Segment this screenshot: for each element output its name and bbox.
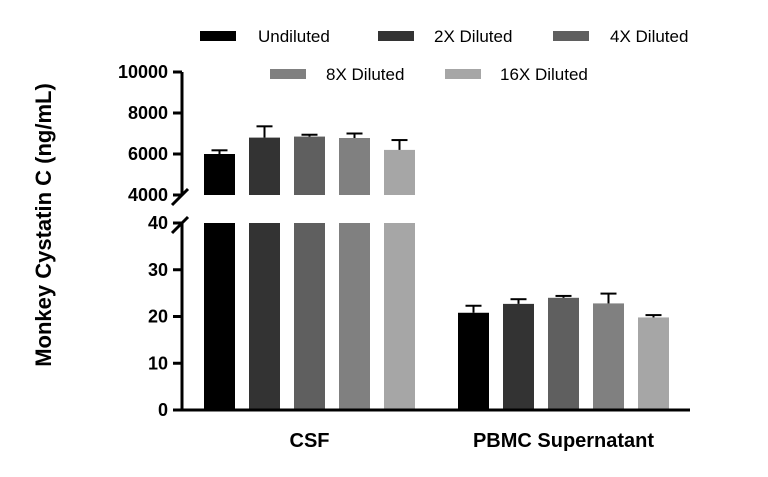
legend-swatch xyxy=(200,31,236,41)
category-label: CSF xyxy=(290,430,330,452)
y-tick-label: 4000 xyxy=(128,185,168,205)
legend: Undiluted 2X Diluted 4X Diluted 8X Diluted 1… xyxy=(200,27,688,84)
bar-0-0-lower xyxy=(204,223,235,410)
y-tick-label: 10000 xyxy=(118,62,168,82)
y-axis-label: Monkey Cystatin C (ng/mL) xyxy=(31,83,56,367)
legend-label: Undiluted xyxy=(258,27,330,46)
legend-swatch xyxy=(553,31,589,41)
bar-1-3 xyxy=(593,303,624,410)
bar-1-2 xyxy=(548,297,579,410)
bar-0-1-upper xyxy=(249,137,280,195)
legend-label: 4X Diluted xyxy=(610,27,688,46)
bar-0-2-lower xyxy=(294,223,325,410)
bar-0-3-upper xyxy=(339,138,370,195)
bar-0-2-upper xyxy=(294,136,325,195)
bar-1-0 xyxy=(458,312,489,410)
axis-break-mark-lower xyxy=(170,215,190,235)
legend-label: 2X Diluted xyxy=(434,27,512,46)
y-tick-label: 30 xyxy=(148,260,168,280)
category-labels: CSF PBMC Supernatant xyxy=(290,430,655,452)
bar-1-4 xyxy=(638,317,669,410)
y-tick-label: 40 xyxy=(148,213,168,233)
legend-label: 8X Diluted xyxy=(326,65,404,84)
y-tick-label: 6000 xyxy=(128,144,168,164)
y-tick-label: 10 xyxy=(148,353,168,373)
axes-layer: 0 10 20 30 40 4000 6000 8000 10000 xyxy=(118,62,690,420)
bar-0-1-lower xyxy=(249,223,280,410)
category-label: PBMC Supernatant xyxy=(473,430,654,452)
bar-0-0-upper xyxy=(204,154,235,195)
y-axis-label-group: Monkey Cystatin C (ng/mL) xyxy=(31,83,56,367)
bar-0-3-lower xyxy=(339,223,370,410)
legend-swatch xyxy=(445,69,481,79)
legend-swatch xyxy=(270,69,306,79)
y-tick-label: 8000 xyxy=(128,103,168,123)
legend-label: 16X Diluted xyxy=(500,65,588,84)
bar-1-1 xyxy=(503,303,534,410)
bar-0-4-upper xyxy=(384,149,415,195)
legend-swatch xyxy=(378,31,414,41)
y-tick-label: 0 xyxy=(158,400,168,420)
axis-break-mark-upper xyxy=(170,187,190,207)
bars-layer xyxy=(204,125,669,410)
bar-0-4-lower xyxy=(384,223,415,410)
y-tick-label: 20 xyxy=(148,307,168,327)
